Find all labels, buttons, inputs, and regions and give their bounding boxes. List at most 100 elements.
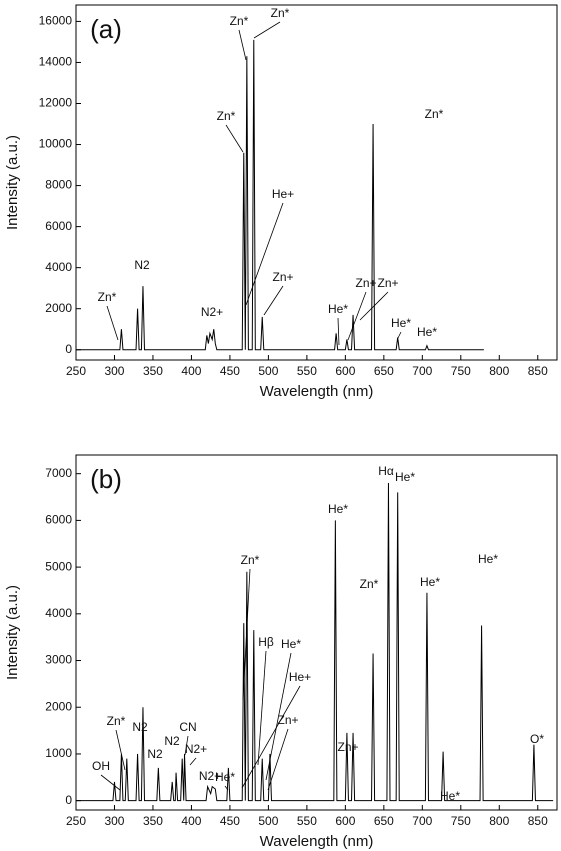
y-axis-title: Intensity (a.u.) bbox=[4, 135, 21, 230]
annotation: Zn* bbox=[217, 109, 236, 123]
annotation: N2+ bbox=[201, 305, 223, 319]
y-axis-title: Intensity (a.u.) bbox=[4, 585, 21, 680]
annotation: OH bbox=[92, 759, 110, 773]
x-tick-label: 400 bbox=[181, 814, 201, 828]
y-tick-label: 4000 bbox=[45, 606, 72, 620]
x-tick-label: 500 bbox=[258, 814, 278, 828]
annotation: Zn+ bbox=[377, 276, 398, 290]
annotation: Zn* bbox=[107, 714, 126, 728]
annotation-arrow bbox=[189, 757, 197, 766]
annotation: Zn+ bbox=[277, 713, 298, 727]
annotation-arrow bbox=[337, 317, 340, 346]
annotation: He* bbox=[420, 575, 440, 589]
annotation: Zn+ bbox=[272, 270, 293, 284]
x-tick-label: 350 bbox=[143, 364, 163, 378]
x-tick-label: 650 bbox=[374, 814, 394, 828]
annotation: N2+ bbox=[185, 742, 207, 756]
y-tick-label: 8000 bbox=[45, 178, 72, 192]
y-tick-label: 0 bbox=[65, 342, 72, 356]
spectrum-line bbox=[76, 39, 484, 351]
x-tick-label: 700 bbox=[412, 814, 432, 828]
annotation-arrow bbox=[263, 285, 284, 316]
spectrum-line bbox=[76, 483, 554, 802]
y-tick-label: 2000 bbox=[45, 301, 72, 315]
annotation: He* bbox=[281, 637, 301, 651]
x-tick-label: 800 bbox=[489, 364, 509, 378]
annotation-arrow bbox=[257, 650, 267, 766]
annotation: Zn+ bbox=[337, 740, 358, 754]
y-tick-label: 6000 bbox=[45, 219, 72, 233]
y-tick-label: 2000 bbox=[45, 699, 72, 713]
annotation-arrow bbox=[347, 291, 367, 341]
annotation: He* bbox=[391, 316, 411, 330]
x-tick-label: 550 bbox=[297, 364, 317, 378]
annotation: N2 bbox=[134, 258, 150, 272]
annotation: He+ bbox=[272, 187, 294, 201]
annotation: Zn* bbox=[230, 14, 249, 28]
x-tick-label: 600 bbox=[335, 814, 355, 828]
y-tick-label: 16000 bbox=[39, 14, 73, 28]
x-tick-label: 250 bbox=[66, 814, 86, 828]
y-tick-label: 1000 bbox=[45, 746, 72, 760]
annotation: N2 bbox=[147, 747, 163, 761]
y-tick-label: 6000 bbox=[45, 513, 72, 527]
annotation-arrow bbox=[184, 735, 189, 756]
annotation-arrow bbox=[267, 728, 289, 791]
annotation-arrow bbox=[238, 29, 247, 61]
y-tick-label: 5000 bbox=[45, 559, 72, 573]
plot-frame bbox=[75, 4, 558, 361]
annotation: He+ bbox=[289, 670, 311, 684]
annotation: He* bbox=[328, 502, 348, 516]
annotation-arrow bbox=[115, 729, 126, 771]
x-tick-label: 300 bbox=[104, 364, 124, 378]
panel-label: (a) bbox=[90, 14, 122, 44]
annotation-arrow bbox=[241, 685, 301, 789]
annotation: Zn* bbox=[360, 577, 379, 591]
annotation-arrow bbox=[397, 331, 402, 339]
x-tick-label: 400 bbox=[181, 364, 201, 378]
annotation: He* bbox=[417, 325, 437, 339]
annotation: O* bbox=[530, 732, 544, 746]
y-tick-label: 10000 bbox=[39, 137, 73, 151]
annotation-arrow bbox=[265, 652, 292, 781]
annotation-arrow bbox=[253, 21, 281, 39]
x-tick-label: 350 bbox=[143, 814, 163, 828]
annotation-arrow bbox=[242, 568, 251, 701]
annotation: Zn* bbox=[271, 6, 290, 20]
y-tick-label: 12000 bbox=[39, 96, 73, 110]
annotation: CN bbox=[179, 720, 196, 734]
annotation-arrow bbox=[359, 291, 389, 321]
annotation-arrow bbox=[245, 202, 284, 306]
panel-label: (b) bbox=[90, 464, 122, 494]
annotation-arrow bbox=[224, 785, 229, 791]
annotation: Zn* bbox=[425, 107, 444, 121]
annotation: Hα bbox=[378, 464, 394, 478]
annotation: He* bbox=[440, 789, 460, 803]
x-axis-title: Wavelength (nm) bbox=[260, 833, 374, 850]
y-tick-label: 14000 bbox=[39, 55, 73, 69]
x-tick-label: 450 bbox=[220, 814, 240, 828]
annotation-arrow bbox=[225, 124, 244, 153]
x-tick-label: 850 bbox=[528, 364, 548, 378]
annotation: He* bbox=[215, 770, 235, 784]
y-tick-label: 3000 bbox=[45, 653, 72, 667]
x-tick-label: 750 bbox=[451, 364, 471, 378]
x-tick-label: 300 bbox=[104, 814, 124, 828]
y-tick-label: 0 bbox=[65, 793, 72, 807]
x-tick-label: 450 bbox=[220, 364, 240, 378]
annotation: He* bbox=[478, 552, 498, 566]
y-tick-label: 7000 bbox=[45, 466, 72, 480]
x-tick-label: 250 bbox=[66, 364, 86, 378]
x-tick-label: 800 bbox=[489, 814, 509, 828]
annotation: N2+ bbox=[199, 769, 221, 783]
annotation: Zn+ bbox=[355, 276, 376, 290]
annotation: N2 bbox=[132, 720, 148, 734]
x-tick-label: 750 bbox=[451, 814, 471, 828]
x-tick-label: 700 bbox=[412, 364, 432, 378]
x-tick-label: 550 bbox=[297, 814, 317, 828]
annotation: N2 bbox=[164, 734, 180, 748]
annotation: Zn* bbox=[98, 290, 117, 304]
x-tick-label: 850 bbox=[528, 814, 548, 828]
